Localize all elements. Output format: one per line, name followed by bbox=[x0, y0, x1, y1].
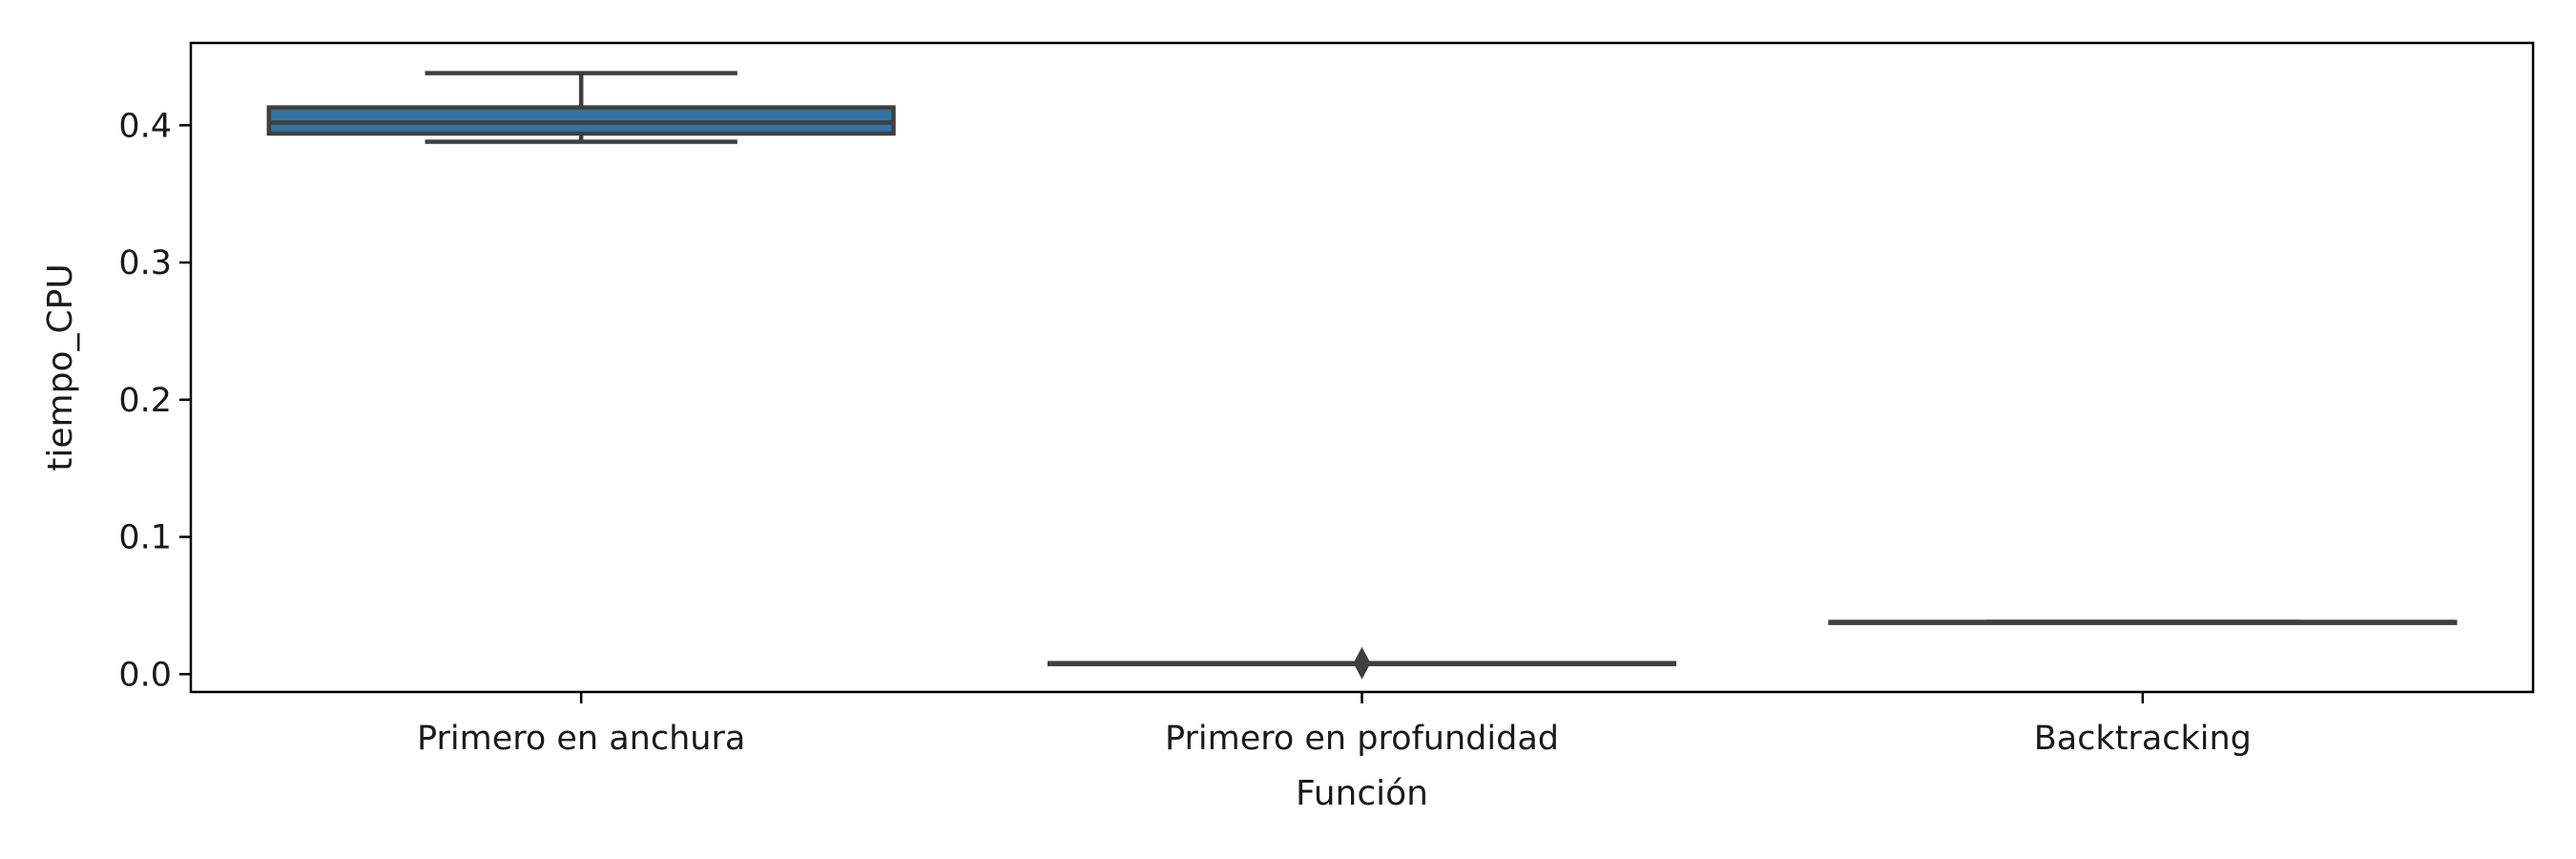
plot-marks bbox=[266, 71, 2458, 680]
x-tick-label: Primero en anchura bbox=[417, 720, 745, 758]
y-tick-label: 0.1 bbox=[118, 519, 172, 557]
box-group bbox=[1828, 619, 2458, 625]
box-group bbox=[266, 71, 896, 144]
x-axis-title: Función bbox=[1296, 774, 1428, 813]
x-tick-label: Backtracking bbox=[2034, 720, 2252, 758]
y-tick-label: 0.0 bbox=[118, 656, 172, 694]
x-axis: Primero en anchura Primero en profundidad… bbox=[417, 692, 2252, 758]
y-tick-label: 0.4 bbox=[118, 107, 172, 145]
box-group bbox=[1047, 646, 1677, 680]
y-tick-label: 0.2 bbox=[118, 382, 172, 420]
y-axis-title: tiempo_CPU bbox=[41, 263, 80, 471]
y-axis: 0.0 0.1 0.2 0.3 0.4 bbox=[118, 107, 191, 694]
y-tick-label: 0.3 bbox=[118, 244, 172, 283]
outlier-marker bbox=[1353, 646, 1371, 680]
x-tick-label: Primero en profundidad bbox=[1165, 720, 1559, 758]
